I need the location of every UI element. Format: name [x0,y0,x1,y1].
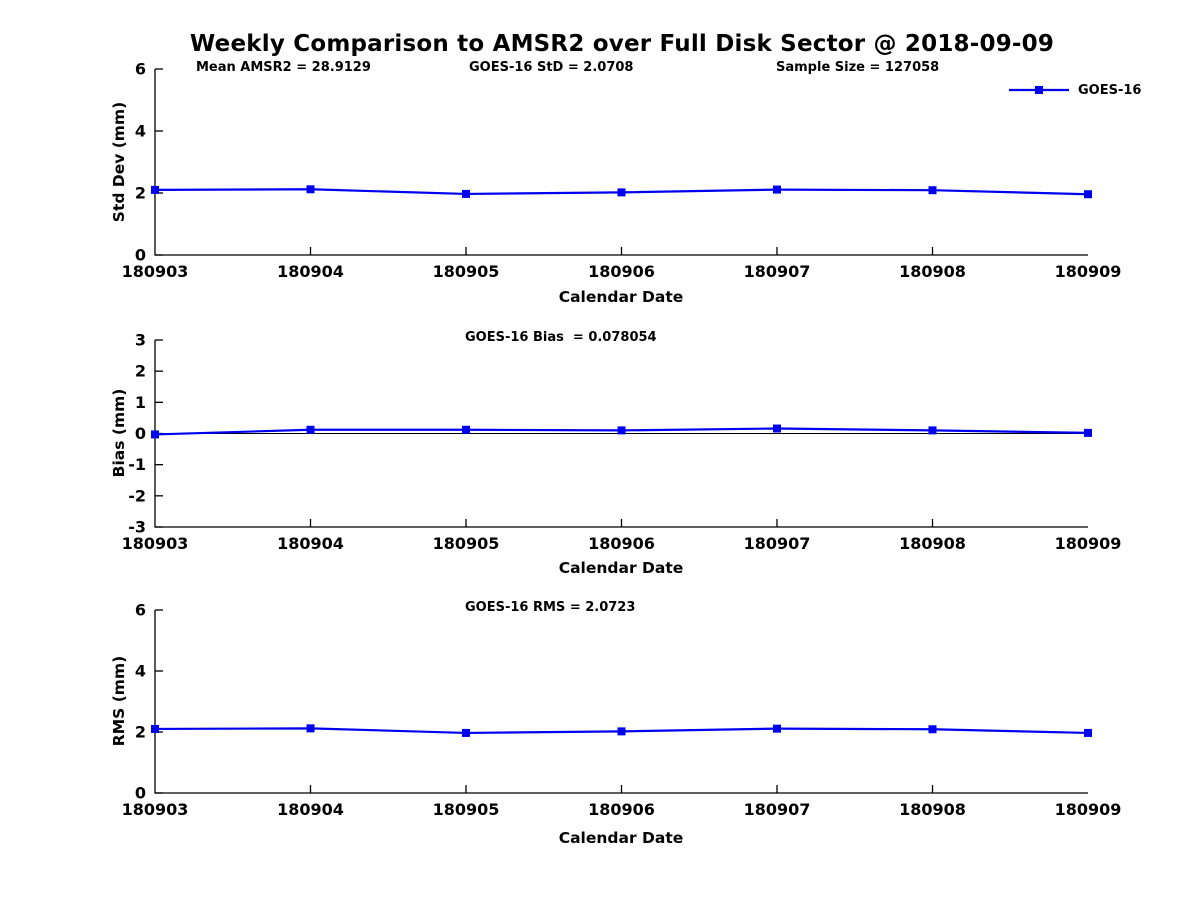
x-tick-label: 180906 [588,534,655,553]
data-point-marker [928,725,937,734]
annotation-goes16-std: GOES-16 StD = 2.0708 [469,60,634,75]
x-tick-label: 180907 [744,534,811,553]
ylabel-std-dev: Std Dev (mm) [110,101,128,223]
x-tick-label: 180905 [433,800,500,819]
y-tick-label: 3 [135,331,146,350]
y-tick-label: 1 [135,393,146,412]
y-tick-label: -1 [128,455,146,474]
data-point-marker [462,189,470,198]
annotation-goes16-bias: GOES-16 Bias = 0.078054 [465,330,657,345]
y-tick-label: 0 [135,784,146,803]
x-tick-label: 180906 [588,262,655,281]
x-tick-label: 180903 [122,534,189,553]
data-point-marker [617,426,626,435]
xlabel-bias: Calendar Date [558,559,684,577]
ylabel-bias: Bias (mm) [110,388,128,478]
y-tick-label: -3 [128,518,146,537]
x-tick-label: 180908 [899,534,966,553]
y-tick-label: 6 [135,60,146,79]
x-tick-label: 180907 [744,800,811,819]
x-tick-label: 180908 [899,800,966,819]
y-tick-label: 4 [135,662,146,681]
data-point-marker [773,724,781,733]
data-point-marker [617,188,626,197]
data-point-marker [773,424,781,433]
data-point-marker [1084,428,1092,437]
data-point-marker [617,727,626,736]
data-point-marker [928,186,937,195]
data-point-marker [151,724,159,733]
data-point-marker [1084,728,1092,737]
y-tick-label: 6 [135,601,146,620]
y-tick-label: 2 [135,362,146,381]
data-point-marker [462,728,470,737]
annotation-goes16-rms: GOES-16 RMS = 2.0723 [465,600,636,615]
ylabel-rms: RMS (mm) [110,655,128,747]
xlabel-std-dev: Calendar Date [558,288,684,306]
x-tick-label: 180909 [1055,800,1122,819]
legend: GOES-16 [1008,81,1178,99]
x-tick-label: 180904 [277,800,344,819]
data-point-marker [306,185,315,194]
y-tick-label: 0 [135,424,146,443]
x-tick-label: 180904 [277,534,344,553]
x-tick-label: 180905 [433,262,500,281]
x-tick-label: 180903 [122,800,189,819]
y-tick-label: 2 [135,723,146,742]
x-tick-label: 180908 [899,262,966,281]
data-point-marker [773,185,781,194]
legend-label: GOES-16 [1078,82,1142,98]
x-tick-label: 180903 [122,262,189,281]
data-point-marker [151,430,159,439]
data-point-marker [306,724,315,733]
y-tick-label: 2 [135,184,146,203]
legend-line-marker-icon [1009,86,1069,94]
x-tick-label: 180909 [1055,262,1122,281]
y-tick-label: 4 [135,122,146,141]
data-point-marker [151,185,159,194]
data-point-marker [928,426,937,435]
annotation-sample-size: Sample Size = 127058 [776,60,940,75]
figure-title: Weekly Comparison to AMSR2 over Full Dis… [189,31,1055,57]
y-tick-label: -2 [128,486,146,505]
data-point-marker [306,425,315,434]
x-tick-label: 180907 [744,262,811,281]
x-tick-label: 180906 [588,800,655,819]
xlabel-rms: Calendar Date [558,829,684,847]
x-tick-label: 180904 [277,262,344,281]
data-point-marker [1084,190,1092,199]
annotation-mean-amsr2: Mean AMSR2 = 28.9129 [196,60,371,75]
y-tick-label: 0 [135,246,146,265]
x-tick-label: 180905 [433,534,500,553]
data-point-marker [462,425,470,434]
x-tick-label: 180909 [1055,534,1122,553]
